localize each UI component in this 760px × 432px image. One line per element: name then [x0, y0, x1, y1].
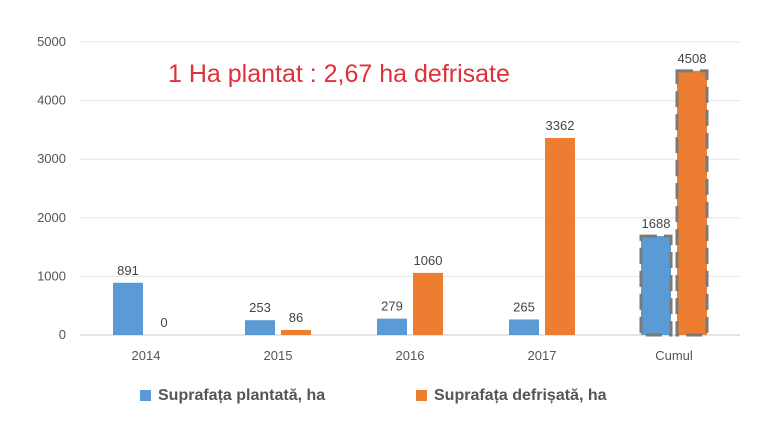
y-tick-label: 3000 [37, 151, 66, 166]
bar-highlight-outline [675, 69, 709, 337]
gridlines [80, 41, 740, 336]
x-tick-label: Cumul [655, 348, 693, 363]
data-label: 3362 [546, 118, 575, 133]
data-label: 86 [289, 310, 303, 325]
legend: Suprafața plantată, ha Suprafața defrișat… [140, 387, 607, 404]
y-tick-label: 2000 [37, 210, 66, 225]
bar-plantata-cumul [641, 236, 671, 335]
data-label: 1688 [642, 216, 671, 231]
data-label: 891 [117, 263, 139, 278]
x-tick-label: 2015 [264, 348, 293, 363]
legend-label: Suprafața defrișată, ha [434, 387, 607, 404]
data-label: 279 [381, 299, 403, 314]
bar-defrisata-2016 [413, 272, 443, 335]
data-label: 1060 [414, 253, 443, 268]
bars [113, 69, 709, 337]
y-tick-label: 5000 [37, 34, 66, 49]
x-axis-ticks: 2014 2015 2016 2017 Cumul [132, 348, 693, 363]
data-label: 4508 [678, 51, 707, 66]
x-tick-label: 2017 [528, 348, 557, 363]
legend-swatch [140, 390, 151, 401]
y-tick-label: 0 [59, 327, 66, 342]
bar-plantata-2015 [245, 320, 275, 335]
y-tick-label: 1000 [37, 268, 66, 283]
data-label: 265 [513, 299, 535, 314]
y-axis-ticks: 0 1000 2000 3000 4000 5000 [37, 34, 66, 342]
data-labels: 891 0 253 86 279 1060 265 3362 1688 4508 [117, 51, 706, 330]
x-tick-label: 2014 [132, 348, 161, 363]
legend-label: Suprafața plantată, ha [158, 387, 325, 404]
bar-plantata-2014 [113, 282, 143, 335]
bar-defrisata-2015 [281, 329, 311, 335]
x-tick-label: 2016 [396, 348, 425, 363]
bar-plantata-2016 [377, 318, 407, 335]
bar-defrisata-2017 [545, 137, 575, 335]
bar-plantata-2017 [509, 319, 539, 335]
chart-annotation: 1 Ha plantat : 2,67 ha defrisate [168, 60, 510, 88]
bar-highlight-outline [639, 234, 673, 337]
bar-defrisata-cumul [677, 70, 707, 335]
legend-swatch [416, 390, 427, 401]
data-label: 253 [249, 300, 271, 315]
y-tick-label: 4000 [37, 93, 66, 108]
data-label: 0 [160, 315, 167, 330]
